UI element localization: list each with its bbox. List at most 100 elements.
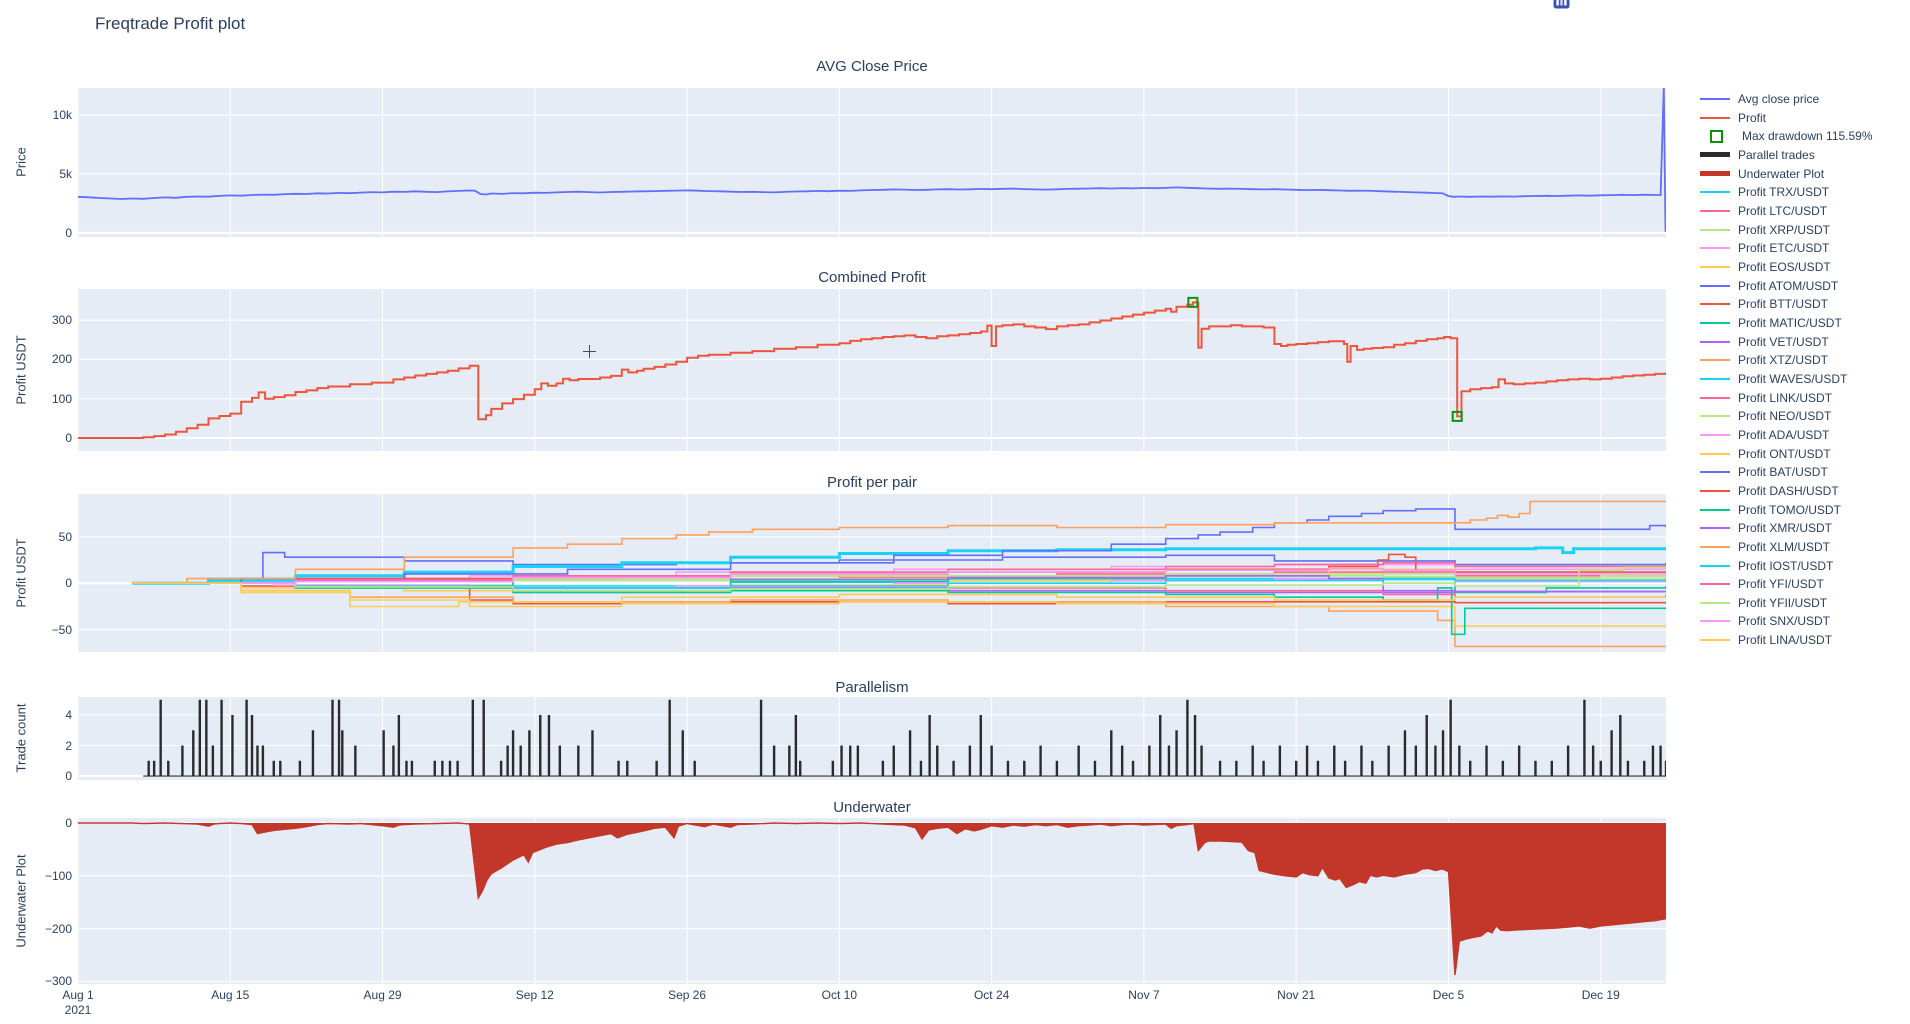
legend-item-label: Profit DASH/USDT <box>1738 483 1839 498</box>
series-profit <box>78 301 1666 439</box>
xtick-aug-1: Aug 1 2021 <box>62 988 94 1017</box>
legend-item-profit-xlm-usdt[interactable]: Profit XLM/USDT <box>1700 538 1830 556</box>
legend-item-profit-etc-usdt[interactable]: Profit ETC/USDT <box>1700 239 1829 257</box>
plotly-logo[interactable] <box>1553 0 1887 11</box>
legend-item-profit-ont-usdt[interactable]: Profit ONT/USDT <box>1700 445 1831 463</box>
legend-item-profit-link-usdt[interactable]: Profit LINK/USDT <box>1700 389 1832 407</box>
parallel-trades-bar <box>205 699 208 777</box>
parallel-trades-bar <box>1316 760 1320 777</box>
zoom-out-icon[interactable] <box>1554 0 1748 11</box>
legend-item-profit-xrp-usdt[interactable]: Profit XRP/USDT <box>1700 221 1830 239</box>
ytick-price-0: 0 <box>65 225 72 240</box>
legend-item-max-drawdown-115-59-[interactable]: Max drawdown 115.59% <box>1700 127 1873 145</box>
parallel-trades-bar <box>1566 745 1570 777</box>
subplot-title-profit: Combined Profit <box>818 269 926 286</box>
ytick-profit-100: 100 <box>51 391 72 406</box>
parallel-trades-bar <box>892 745 895 777</box>
series-profit-xlm-usdt <box>132 500 1666 584</box>
legend-item-profit-ada-usdt[interactable]: Profit ADA/USDT <box>1700 426 1829 444</box>
xtick-sep-12: Sep 12 <box>515 988 554 1002</box>
box-select-icon[interactable] <box>1554 0 1667 11</box>
parallel-trades-bar <box>1619 715 1622 777</box>
parallel-trades-bar <box>382 730 385 777</box>
parallel-trades-bar <box>668 699 671 777</box>
legend-item-profit-iost-usdt[interactable]: Profit IOST/USDT <box>1700 557 1833 575</box>
legend-item-underwater-plot[interactable]: Underwater Plot <box>1700 165 1824 183</box>
legend-item-profit-trx-usdt[interactable]: Profit TRX/USDT <box>1700 183 1829 201</box>
lasso-icon[interactable] <box>1554 0 1691 11</box>
legend-item-profit-dash-usdt[interactable]: Profit DASH/USDT <box>1700 482 1839 500</box>
price-series-layer <box>78 88 1666 232</box>
legend-line-swatch-icon <box>1700 116 1730 119</box>
legend-item-avg-close-price[interactable]: Avg close price <box>1700 90 1819 108</box>
parallel-trades-bar <box>1501 760 1505 777</box>
parallel-trades-bar <box>1414 745 1418 777</box>
parallel-trades-bar <box>256 745 259 777</box>
subplot-title-price: AVG Close Price <box>816 58 928 75</box>
parallel-trades-bar <box>1550 760 1553 777</box>
legend-item-profit-snx-usdt[interactable]: Profit SNX/USDT <box>1700 612 1830 630</box>
legend-item-label: Max drawdown 115.59% <box>1742 129 1873 144</box>
legend-item-profit-xtz-usdt[interactable]: Profit XTZ/USDT <box>1700 351 1828 369</box>
legend-item-profit-xmr-usdt[interactable]: Profit XMR/USDT <box>1700 519 1832 537</box>
legend-item-profit-tomo-usdt[interactable]: Profit TOMO/USDT <box>1700 501 1841 519</box>
zoom-in-icon[interactable] <box>1554 0 1724 11</box>
parallel-trades-bar <box>147 760 150 777</box>
legend-item-profit-neo-usdt[interactable]: Profit NEO/USDT <box>1700 407 1831 425</box>
legend-item-label: Profit XMR/USDT <box>1738 521 1833 536</box>
parallel-trades-bar <box>311 730 315 777</box>
parallel-trades-bar <box>433 760 436 777</box>
parallel-trades-bar <box>849 745 852 777</box>
legend-item-profit-yfi-usdt[interactable]: Profit YFI/USDT <box>1700 575 1824 593</box>
profit-plot-background <box>78 289 1666 451</box>
ytick-profit-300: 300 <box>51 313 72 328</box>
autoscale-icon[interactable] <box>1554 0 1772 11</box>
parallel-trades-bar <box>591 730 594 777</box>
xtick-aug-29: Aug 29 <box>363 988 402 1002</box>
ytick-profit-0: 0 <box>65 431 72 446</box>
parallel-trades-bar <box>1175 730 1178 777</box>
legend-item-parallel-trades[interactable]: Parallel trades <box>1700 146 1815 164</box>
legend-line-swatch-icon <box>1700 284 1730 287</box>
pairs-plot-background <box>78 494 1666 652</box>
legend-item-profit-vet-usdt[interactable]: Profit VET/USDT <box>1700 333 1829 351</box>
underwater-series-layer <box>78 822 1666 976</box>
subplot-title-underwater: Underwater <box>833 799 911 816</box>
legend-item-profit-yfii-usdt[interactable]: Profit YFII/USDT <box>1700 594 1827 612</box>
yaxis-label-profit: Profit USDT <box>13 335 29 405</box>
ytick-underwater-−300: −300 <box>44 974 72 989</box>
parallel-trades-bar <box>181 745 184 777</box>
parallel-trades-bar <box>159 699 162 777</box>
parallel-trades-bar <box>990 745 993 777</box>
legend-item-label: Profit NEO/USDT <box>1738 409 1832 424</box>
legend-item-profit-bat-usdt[interactable]: Profit BAT/USDT <box>1700 463 1828 481</box>
parallel-trades-bar <box>1262 760 1265 777</box>
parallel-trades-bar <box>1643 760 1646 777</box>
zoom-icon[interactable] <box>1555 0 1619 11</box>
legend-item-profit-atom-usdt[interactable]: Profit ATOM/USDT <box>1700 277 1838 295</box>
reset-axes-icon[interactable] <box>1554 0 1796 11</box>
hover-compare-icon[interactable] <box>1554 0 1853 11</box>
parallel-trades-bar <box>499 760 503 777</box>
legend-item-profit-btt-usdt[interactable]: Profit BTT/USDT <box>1700 295 1828 313</box>
parallel-subplot <box>77 697 1666 780</box>
parallel-trades-bar <box>1218 760 1222 777</box>
parallel-trades-bar <box>1610 730 1613 777</box>
legend-item-profit-waves-usdt[interactable]: Profit WAVES/USDT <box>1700 370 1847 388</box>
hover-closest-icon[interactable] <box>1558 0 1829 11</box>
max-drawdown-marker <box>1451 410 1463 422</box>
parallel-trades-bar <box>1093 760 1097 777</box>
parallel-trades-bar <box>1167 745 1171 777</box>
legend-item-profit-eos-usdt[interactable]: Profit EOS/USDT <box>1700 258 1831 276</box>
pan-icon[interactable] <box>1559 0 1643 11</box>
parallel-trades-bar <box>952 760 955 777</box>
price-subplot <box>77 88 1666 237</box>
legend-item-profit-ltc-usdt[interactable]: Profit LTC/USDT <box>1700 202 1827 220</box>
parallel-trades-bar <box>1449 699 1452 777</box>
parallel-trades-bar <box>626 760 629 777</box>
parallel-trades-bar <box>198 699 202 777</box>
legend-item-profit-lina-usdt[interactable]: Profit LINA/USDT <box>1700 631 1832 649</box>
legend-item-profit-matic-usdt[interactable]: Profit MATIC/USDT <box>1700 314 1842 332</box>
legend-item-profit[interactable]: Profit <box>1700 109 1766 127</box>
